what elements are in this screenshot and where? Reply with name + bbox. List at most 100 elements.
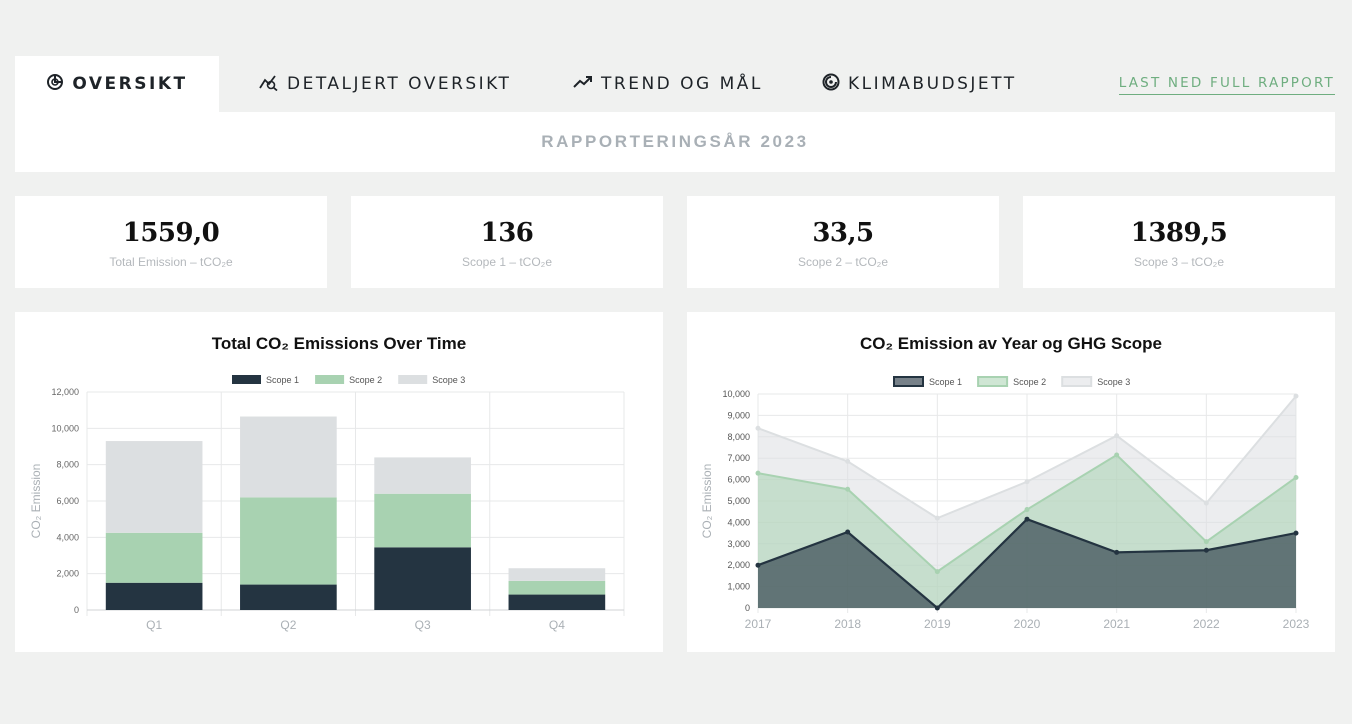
area-chart-title: CO₂ Emission av Year og GHG Scope <box>859 334 1162 353</box>
bar-scope-1 <box>105 582 203 610</box>
point-scope-2 <box>1293 474 1299 480</box>
kpi-value: 1559,0 <box>122 218 220 248</box>
bar-scope-3 <box>374 457 471 494</box>
y-tick-label: 12,000 <box>51 387 79 397</box>
tab-trend-og-mal[interactable]: TREND OG MÅL <box>573 56 763 112</box>
y-tick-label: 3,000 <box>727 539 750 549</box>
kpi-label: Total Emission – tCO₂e <box>109 255 233 269</box>
legend-swatch <box>398 375 428 384</box>
y-tick-label: 10,000 <box>51 423 79 433</box>
kpi-label: Scope 2 – tCO₂e <box>797 255 889 269</box>
x-tick-label: Q4 <box>549 618 565 632</box>
kpi-card-scope1: 136 Scope 1 – tCO₂e <box>351 196 663 288</box>
y-axis-label: CO₂ Emission <box>700 464 714 539</box>
point-scope-1 <box>755 562 761 568</box>
bar-chart: 0 2,000 4,000 6,000 8,000 10,000 12,000 Q1 Q2 Q3 Q… <box>29 375 625 632</box>
legend-label: Scope 1 <box>929 377 962 387</box>
point-scope-1 <box>1203 547 1209 553</box>
point-scope-1 <box>1293 530 1299 536</box>
kpi-label: Scope 1 – tCO₂e <box>461 255 553 269</box>
y-tick-label: 0 <box>74 605 79 615</box>
area-chart-panel: 0 1,000 2,000 3,000 4,000 5,000 6,000 7,000 8,00… <box>687 312 1335 652</box>
point-scope-1 <box>845 529 851 535</box>
reporting-year-banner: RAPPORTERINGSÅR 2023 <box>15 112 1335 172</box>
kpi-value: 136 <box>480 218 534 248</box>
x-tick-label: 2017 <box>745 617 772 631</box>
tab-oversikt[interactable]: OVERSIKT <box>15 56 219 112</box>
kpi-card-total: 1559,0 Total Emission – tCO₂e <box>15 196 327 288</box>
y-tick-label: 1,000 <box>727 582 750 592</box>
analytics-icon <box>259 73 287 96</box>
point-scope-2 <box>934 569 940 575</box>
tab-label: OVERSIKT <box>72 74 188 94</box>
legend-swatch <box>893 376 924 387</box>
bar-scope-1 <box>374 547 471 610</box>
point-scope-3 <box>934 515 940 521</box>
x-tick-label: Q3 <box>415 618 431 632</box>
bar-scope-3 <box>508 568 606 581</box>
tab-label: KLIMABUDSJETT <box>848 74 1017 94</box>
y-tick-label: 2,000 <box>56 569 79 579</box>
y-tick-label: 4,000 <box>56 532 79 542</box>
x-tick-label: 2019 <box>924 617 951 631</box>
point-scope-2 <box>755 470 761 476</box>
x-tick-label: 2020 <box>1014 617 1041 631</box>
tab-bar: OVERSIKT DETALJERT OVERSIKT TREND OG MÅL… <box>15 56 1335 112</box>
legend-label: Scope 2 <box>349 375 382 385</box>
kpi-value: 33,5 <box>812 218 874 248</box>
bar-chart-title: Total CO₂ Emissions Over Time <box>211 334 467 353</box>
y-tick-label: 7,000 <box>727 453 750 463</box>
bar-scope-2 <box>508 580 606 595</box>
kpi-card-scope2: 33,5 Scope 2 – tCO₂e <box>687 196 999 288</box>
point-scope-3 <box>1024 479 1030 485</box>
legend-label: Scope 1 <box>266 375 299 385</box>
legend-label: Scope 3 <box>1097 377 1130 387</box>
tab-detaljert-oversikt[interactable]: DETALJERT OVERSIKT <box>259 56 511 112</box>
y-tick-label: 0 <box>745 603 750 613</box>
point-scope-3 <box>1203 500 1209 506</box>
y-tick-label: 6,000 <box>727 475 750 485</box>
y-tick-label: 2,000 <box>727 560 750 570</box>
budget-target-icon <box>822 73 848 96</box>
x-tick-label: 2022 <box>1193 617 1220 631</box>
point-scope-1 <box>1024 516 1030 522</box>
x-tick-label: 2018 <box>834 617 861 631</box>
point-scope-1 <box>1114 549 1120 555</box>
y-axis-label: CO₂ Emission <box>29 464 43 539</box>
reporting-year-label: RAPPORTERINGSÅR 2023 <box>541 132 809 151</box>
area-chart: 0 1,000 2,000 3,000 4,000 5,000 6,000 7,000 8,00… <box>700 376 1310 631</box>
bar-scope-3 <box>240 416 337 498</box>
tab-label: TREND OG MÅL <box>601 74 763 94</box>
point-scope-2 <box>1024 507 1030 513</box>
download-full-report-link[interactable]: LAST NED FULL RAPPORT <box>1118 75 1335 95</box>
legend-swatch <box>1061 376 1093 387</box>
y-tick-label: 8,000 <box>727 432 750 442</box>
point-scope-3 <box>1114 433 1120 439</box>
bar-scope-3 <box>105 441 203 533</box>
kpi-value: 1389,5 <box>1130 218 1228 248</box>
bar-chart-panel: 0 2,000 4,000 6,000 8,000 10,000 12,000 Q1 Q2 Q3 Q… <box>15 312 663 652</box>
y-tick-label: 9,000 <box>727 410 750 420</box>
y-tick-label: 4,000 <box>727 517 750 527</box>
x-tick-label: Q1 <box>146 618 162 632</box>
legend-label: Scope 3 <box>432 375 465 385</box>
y-tick-label: 6,000 <box>56 496 79 506</box>
legend-swatch <box>315 375 345 384</box>
area-scope-1 <box>758 519 1296 608</box>
legend-swatch <box>977 376 1009 387</box>
kpi-card-scope3: 1389,5 Scope 3 – tCO₂e <box>1023 196 1335 288</box>
x-tick-label: 2023 <box>1283 617 1310 631</box>
x-tick-label: 2021 <box>1103 617 1130 631</box>
tab-label: DETALJERT OVERSIKT <box>287 74 512 94</box>
point-scope-3 <box>1293 393 1299 399</box>
x-tick-label: Q2 <box>280 618 296 632</box>
point-scope-2 <box>1203 539 1209 545</box>
point-scope-1 <box>934 605 940 611</box>
tab-klimabudsjett[interactable]: KLIMABUDSJETT <box>822 56 1017 112</box>
kpi-label: Scope 3 – tCO₂e <box>1133 255 1225 269</box>
legend-label: Scope 2 <box>1013 377 1046 387</box>
point-scope-2 <box>1114 452 1120 458</box>
y-tick-label: 10,000 <box>722 389 750 399</box>
donut-chart-icon <box>46 73 72 96</box>
legend-swatch <box>232 375 261 384</box>
